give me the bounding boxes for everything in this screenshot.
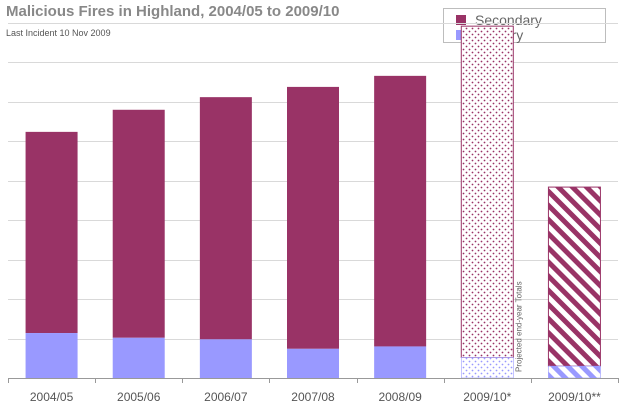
x-tick-label: 2006/07: [204, 390, 248, 404]
bar-secondary-2005/06: [112, 109, 165, 338]
bar-secondary-2009/10*: [460, 25, 514, 358]
bars: [25, 25, 601, 379]
bar-secondary-2007/08: [287, 86, 339, 349]
annotations: Projected end-year Totals: [514, 281, 523, 372]
x-tick-label: 2009/10*: [463, 390, 511, 404]
x-tick-labels: 2004/05 2005/06 2006/07 2007/08 2008/09 2009/…: [30, 390, 601, 404]
x-tick-label: 2008/09: [378, 390, 422, 404]
bar-primary-2005/06: [112, 337, 165, 378]
bar-secondary-2004/05: [25, 131, 78, 334]
bar-primary-2004/05: [25, 333, 78, 378]
projection-annotation: Projected end-year Totals: [514, 281, 523, 372]
chart-subtitle: Last Incident 10 Nov 2009: [6, 28, 111, 38]
bar-secondary-2006/07: [199, 97, 252, 340]
bar-secondary-2009/10**: [547, 186, 601, 367]
x-tick-label: 2009/10**: [548, 390, 601, 404]
x-tick-label: 2004/05: [30, 390, 74, 404]
chart-title: Malicious Fires in Highland, 2004/05 to …: [6, 3, 340, 20]
x-tick-label: 2005/06: [117, 390, 161, 404]
bar-primary-2007/08: [287, 348, 339, 378]
bar-primary-2009/10*: [460, 357, 514, 379]
bar-secondary-2008/09: [374, 75, 427, 347]
x-axis: [8, 378, 619, 383]
bar-primary-2009/10**: [548, 365, 601, 379]
bar-primary-2008/09: [374, 346, 427, 378]
x-tick-label: 2007/08: [291, 390, 335, 404]
legend-swatch-secondary: [456, 14, 466, 25]
bar-primary-2006/07: [199, 339, 252, 378]
